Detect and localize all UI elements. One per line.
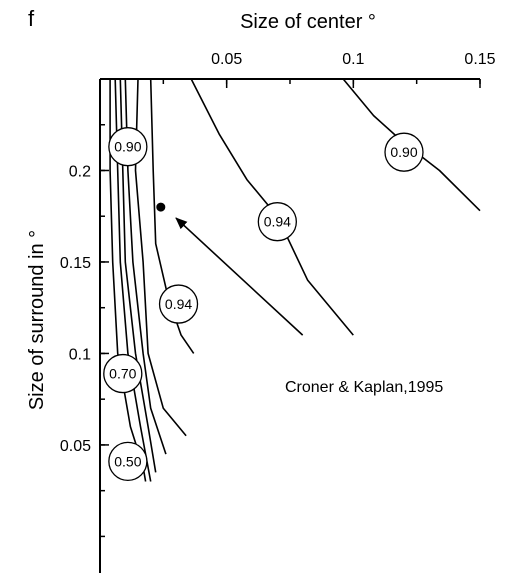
x-tick-label: 0.05 bbox=[211, 51, 242, 68]
y-axis: 0.05 0.1 0.15 0.2 bbox=[60, 78, 109, 573]
contour-label-badge bbox=[103, 353, 143, 394]
contour-label-text: 0.70 bbox=[109, 366, 136, 382]
contour-label-text: 0.50 bbox=[114, 453, 141, 469]
contour-label-badge bbox=[108, 441, 148, 482]
contour-line bbox=[134, 78, 187, 437]
contour-label-text: 0.94 bbox=[165, 296, 192, 312]
y-tick-label: 0.05 bbox=[60, 438, 91, 455]
contour-label-text: 0.94 bbox=[264, 214, 291, 230]
panel-label: f bbox=[28, 6, 35, 31]
data-point-marker bbox=[156, 202, 166, 212]
x-axis: 0.05 0.1 0.15 bbox=[99, 51, 496, 88]
contour-labels: 0.90 0.94 0.94 0.90 0.70 0.50 bbox=[103, 127, 424, 482]
y-tick-label: 0.1 bbox=[69, 346, 91, 363]
y-tick-label: 0.2 bbox=[69, 163, 91, 180]
contour-line bbox=[149, 78, 195, 354]
y-tick-label: 0.15 bbox=[60, 255, 91, 272]
contour-line bbox=[190, 78, 354, 336]
contour-lines bbox=[109, 78, 481, 482]
annotation-group: Croner & Kaplan,1995 bbox=[175, 217, 443, 396]
x-axis-title: Size of center ° bbox=[240, 11, 376, 33]
contour-label-badge bbox=[158, 284, 199, 324]
contour-label-text: 0.90 bbox=[390, 144, 417, 160]
contour-label-text: 0.90 bbox=[114, 139, 141, 155]
contour-label-badge bbox=[257, 202, 297, 242]
annotation-arrow bbox=[175, 217, 304, 336]
contour-label-badge bbox=[384, 132, 424, 172]
annotation-text: Croner & Kaplan,1995 bbox=[285, 379, 443, 396]
y-axis-title: Size of surround in ° bbox=[26, 230, 48, 410]
contour-label-badge bbox=[108, 127, 148, 167]
x-tick-label: 0.15 bbox=[464, 51, 495, 68]
x-tick-label: 0.1 bbox=[342, 51, 364, 68]
